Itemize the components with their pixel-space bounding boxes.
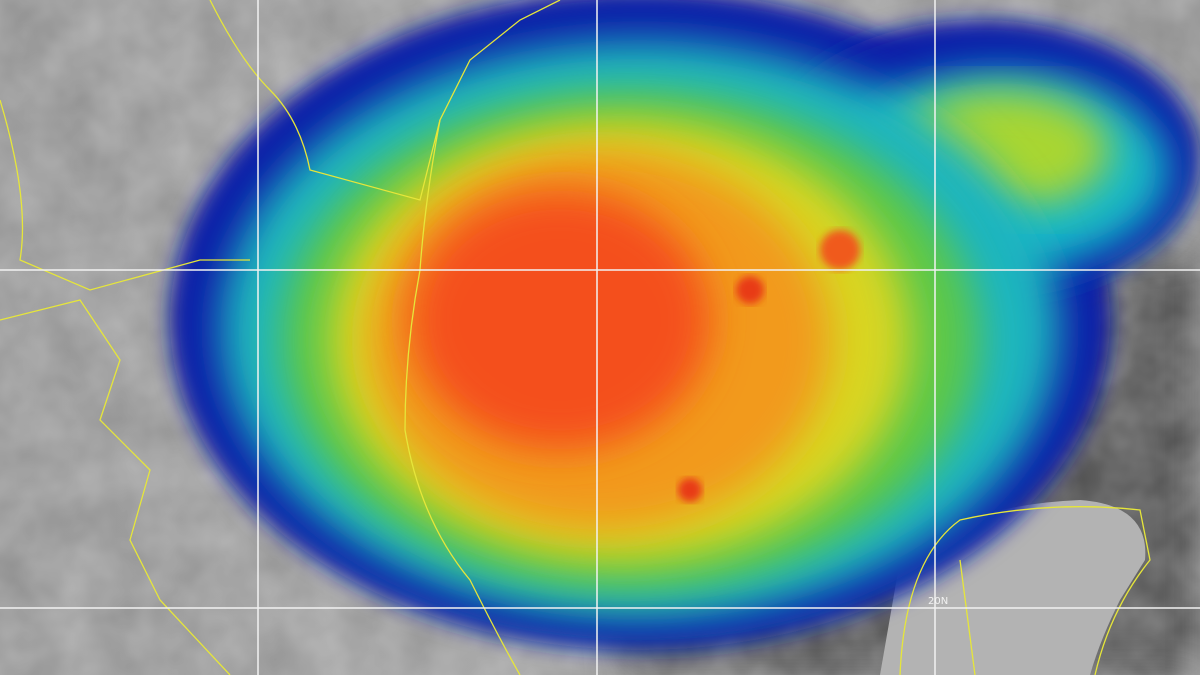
convective-cell — [678, 478, 702, 502]
storm — [170, 0, 1200, 650]
border-line — [0, 299, 231, 675]
borders — [0, 0, 1151, 675]
border-line — [959, 559, 976, 675]
coastline — [404, 119, 521, 675]
border-line — [0, 99, 250, 291]
grid-label: 20N — [928, 596, 948, 607]
coastline — [899, 506, 1151, 675]
border-line — [209, 0, 561, 201]
convective-cell — [820, 230, 860, 270]
storm-core — [410, 190, 710, 450]
convective-cell — [736, 276, 764, 304]
